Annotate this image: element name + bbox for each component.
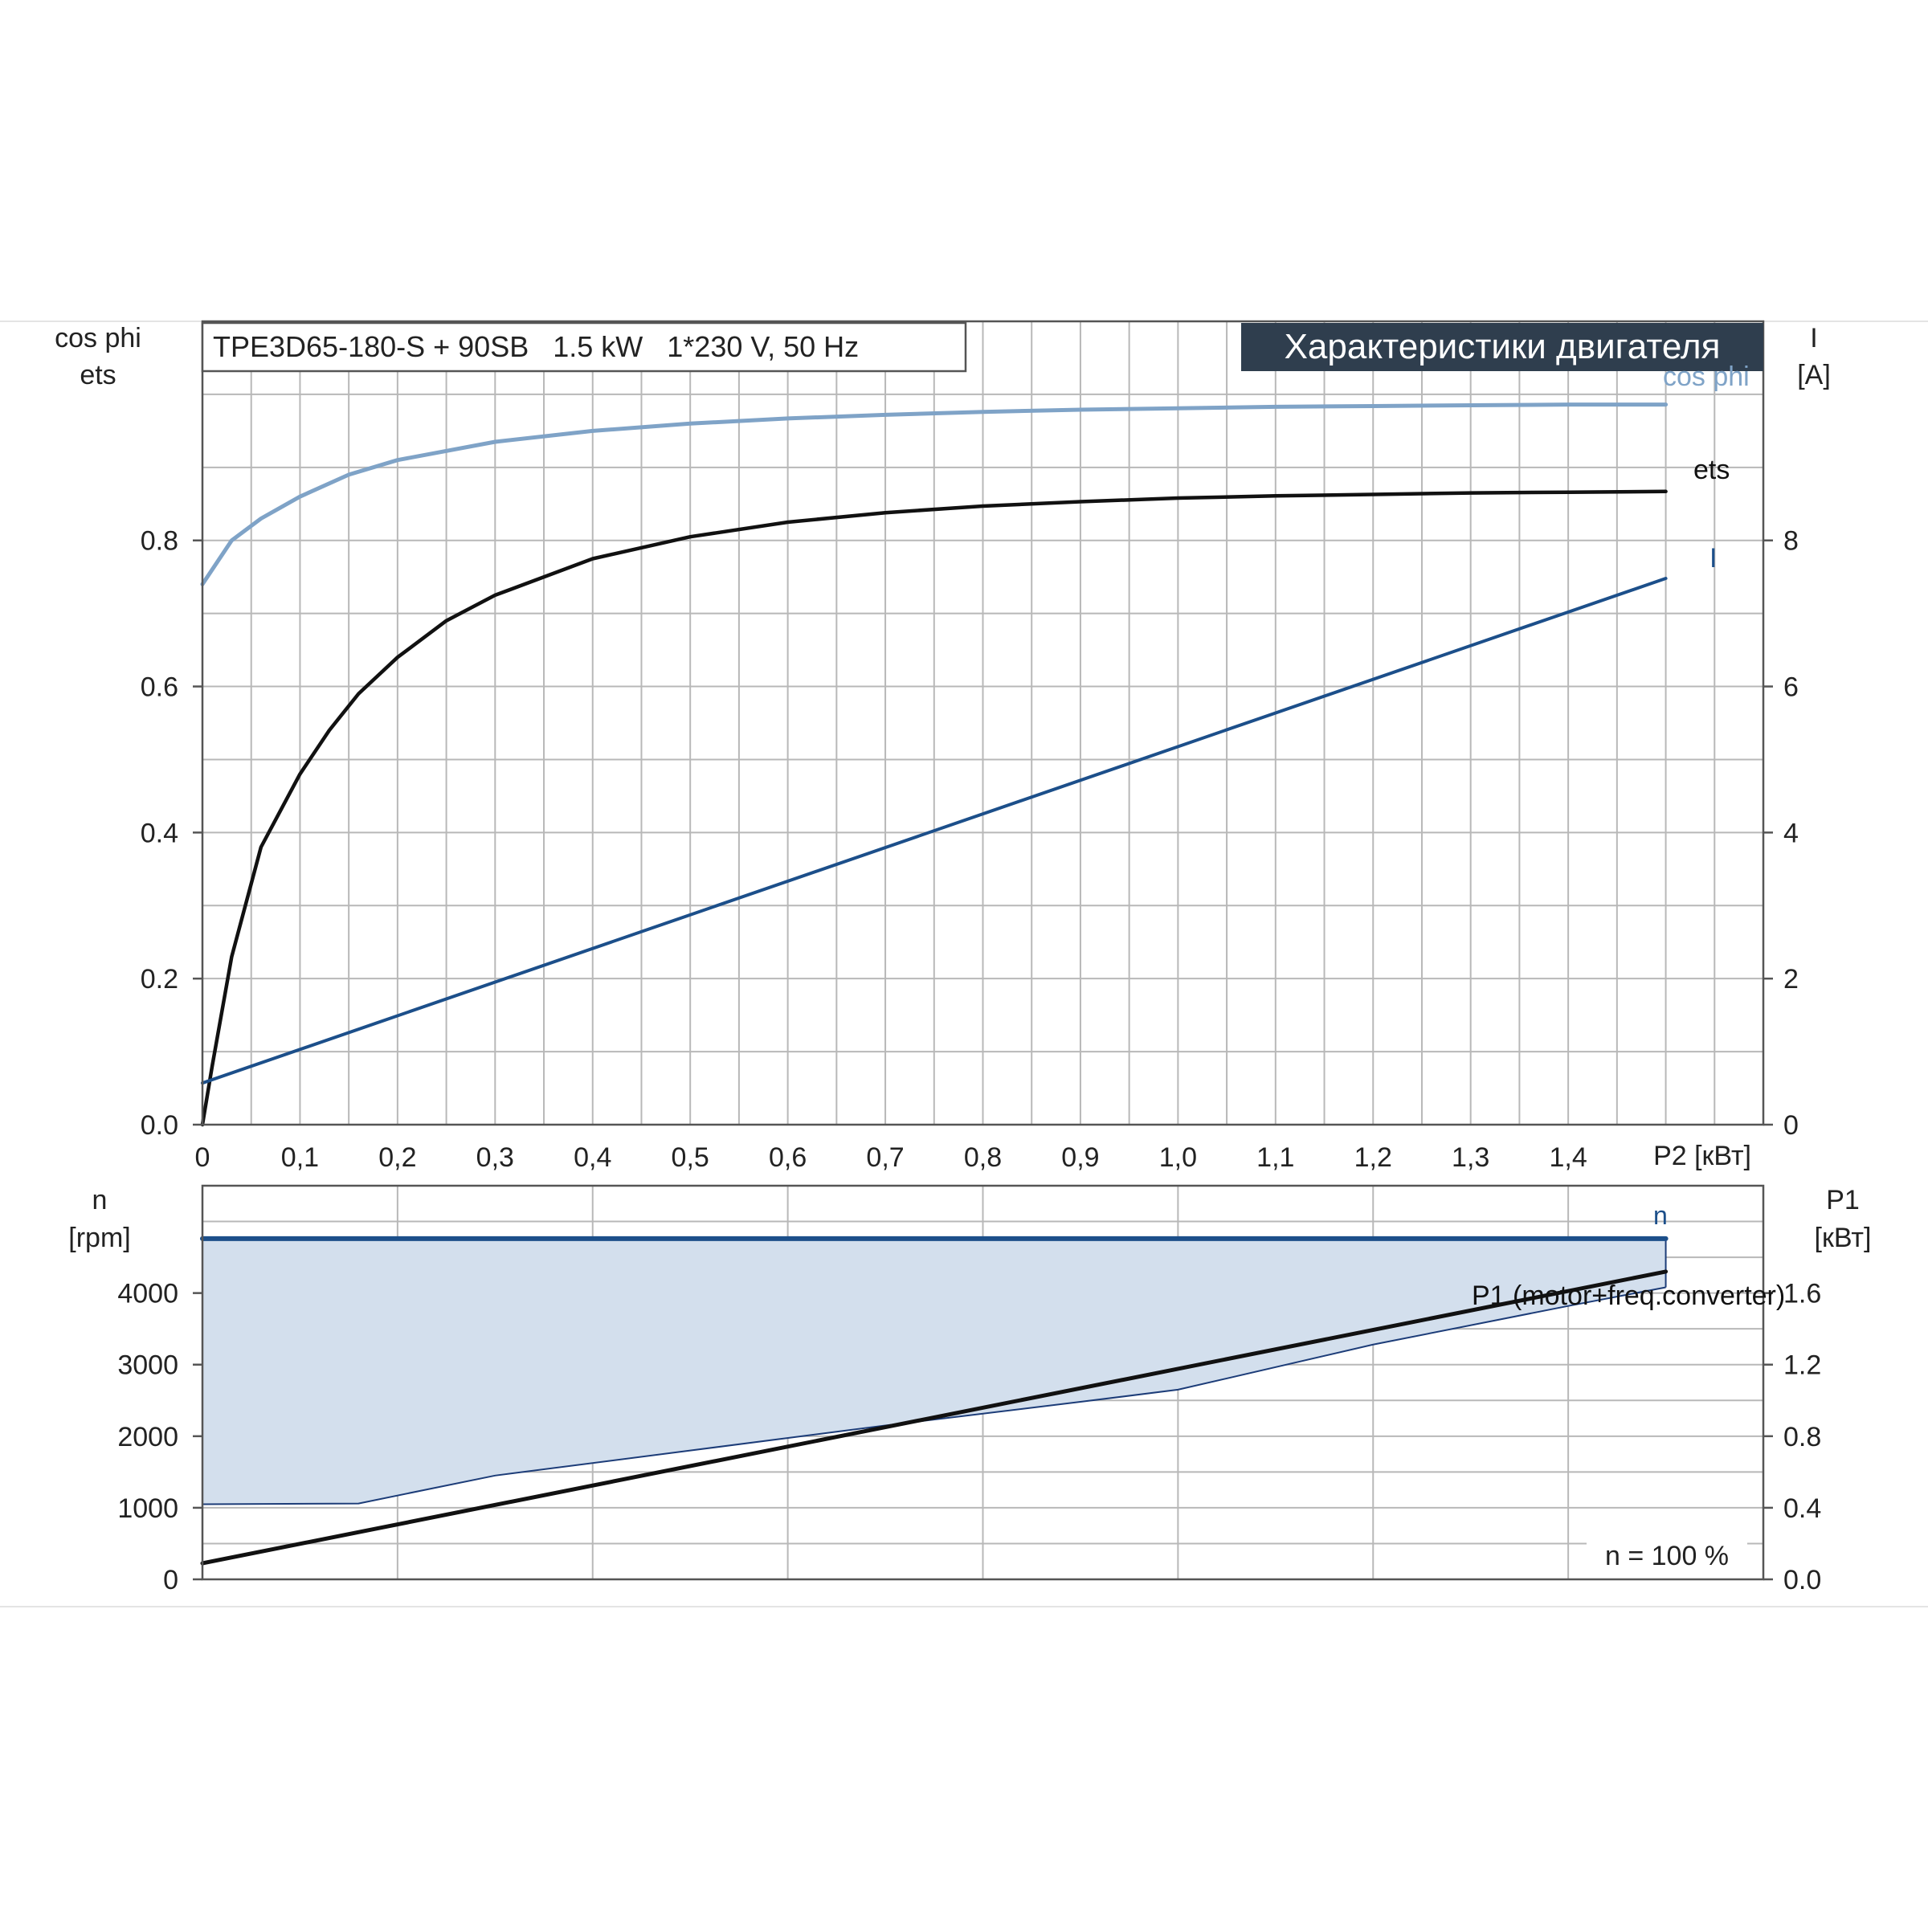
x-tick-label: 0,1 [281,1142,319,1173]
bottom-right-axis-label-line-2: [кВт] [1815,1223,1872,1253]
right-tick-label: 4 [1783,818,1799,848]
speed-note: n = 100 % [1605,1541,1729,1571]
bottom-left-axis-label-line-1: n [92,1185,108,1215]
right-tick-label: 8 [1783,526,1799,557]
x-tick-label: 0,7 [866,1142,904,1173]
bottom-left-tick-label: 4000 [117,1279,178,1309]
x-tick-label: 0,6 [769,1142,807,1173]
right-tick-label: 6 [1783,672,1799,703]
model-label: TPE3D65-180-S + 90SB 1.5 kW 1*230 V, 50 … [213,330,859,363]
series-label-ets: ets [1693,455,1730,485]
x-tick-label: 0,9 [1061,1142,1099,1173]
series-label-p1: P1 (motor+freq.converter) [1472,1281,1785,1311]
left-axis-label-line-2: ets [80,360,116,390]
bottom-right-tick-label: 0.8 [1783,1422,1821,1452]
x-tick-label: 1,4 [1549,1142,1587,1173]
series-label-current: I [1709,543,1717,574]
left-tick-label: 0.2 [141,964,178,995]
left-tick-label: 0.4 [141,818,178,848]
bottom-right-tick-label: 0.0 [1783,1565,1821,1595]
model-label-box [201,321,967,373]
x-tick-label: 1,3 [1452,1142,1489,1173]
x-axis-label: P2 [кВт] [1653,1141,1751,1171]
bottom-left-tick-label: 1000 [117,1493,178,1524]
left-tick-label: 0.6 [141,672,178,703]
right-tick-label: 2 [1783,964,1799,995]
x-tick-label: 0 [195,1142,210,1173]
left-tick-label: 0.8 [141,526,178,557]
x-tick-label: 0,8 [964,1142,1002,1173]
bottom-right-tick-label: 1.2 [1783,1350,1821,1381]
cosphi-curve [200,402,1669,586]
series-label-cosphi: cos phi [1663,361,1750,392]
right-tick-label: 0 [1783,1110,1799,1141]
bottom-left-tick-label: 2000 [117,1422,178,1452]
series-label-speed: n [1653,1201,1668,1230]
right-axis-label-line-1: I [1810,323,1817,353]
bottom-left-tick-label: 0 [163,1565,178,1595]
left-tick-label: 0.0 [141,1110,178,1141]
section-title: Характеристики двигателя [1285,327,1721,366]
x-tick-label: 1,2 [1354,1142,1392,1173]
right-axis-label-line-2: [A] [1797,360,1831,390]
bottom-left-tick-label: 3000 [117,1350,178,1381]
operating-band-lower-edge [202,1286,1666,1505]
x-tick-label: 0,2 [378,1142,416,1173]
p1-line [200,1269,1669,1566]
x-tick-label: 0,4 [574,1142,611,1173]
bottom-right-tick-label: 0.4 [1783,1493,1821,1524]
bottom-plot-frame [201,1184,1765,1581]
x-tick-label: 0,3 [476,1142,514,1173]
bottom-left-axis-label-line-2: [rpm] [68,1223,130,1253]
x-tick-label: 0,5 [672,1142,709,1173]
ets-curve [200,489,1668,1127]
top-plot-frame [201,320,1765,1126]
speed-note-box [1587,1539,1747,1576]
x-tick-label: 1,1 [1256,1142,1294,1173]
left-axis-label-line-1: cos phi [55,323,141,353]
x-tick-label: 1,0 [1159,1142,1197,1173]
bottom-right-tick-label: 1.6 [1783,1279,1821,1309]
section-title-box [1241,323,1763,371]
operating-band-area [202,1238,1666,1505]
bottom-right-axis-label-line-1: P1 [1826,1185,1860,1215]
current-line [201,577,1668,1085]
